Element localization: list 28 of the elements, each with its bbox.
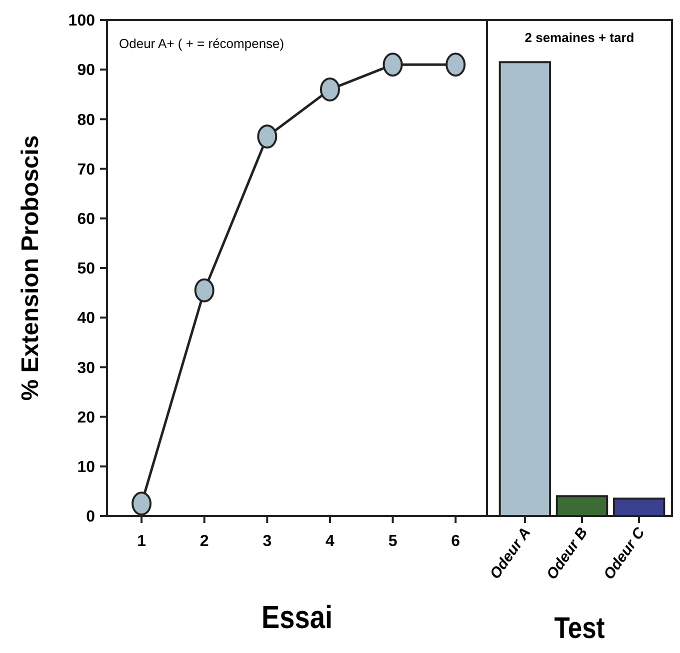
point (257, 124, 278, 149)
y-tick-label: 100 (68, 12, 96, 30)
y-tick-label: 30 (77, 360, 96, 377)
y-tick-label: 40 (77, 310, 96, 328)
y-tick-label: 80 (77, 112, 96, 129)
x-axis-title: Test (554, 611, 605, 644)
point (446, 52, 466, 77)
text: Odeur A+ ( + = récompense) (119, 36, 284, 51)
text: 2 semaines + tard (524, 30, 634, 45)
y-tick-label: 90 (77, 62, 96, 80)
point (320, 77, 340, 102)
point (382, 52, 403, 77)
point (132, 492, 152, 516)
x-tick-label: 2 (200, 533, 209, 550)
y-tick-label: 70 (77, 161, 96, 178)
y-tick-label: 10 (77, 459, 96, 476)
y-tick-label: 20 (77, 409, 96, 426)
y-tick-label: 60 (77, 211, 96, 228)
x-tick-label: 3 (262, 533, 272, 550)
y-tick-label: 0 (86, 508, 96, 526)
x-axis-title: Essai (261, 600, 333, 636)
x-tick-label: 5 (388, 533, 398, 550)
x-tick-label: 6 (451, 533, 460, 550)
x-tick-label: 4 (326, 533, 335, 550)
point (194, 278, 214, 302)
y-tick-label: 50 (77, 260, 96, 278)
x-tick-label: 1 (137, 533, 146, 550)
y-axis-title: % Extension Proboscis (17, 135, 44, 401)
